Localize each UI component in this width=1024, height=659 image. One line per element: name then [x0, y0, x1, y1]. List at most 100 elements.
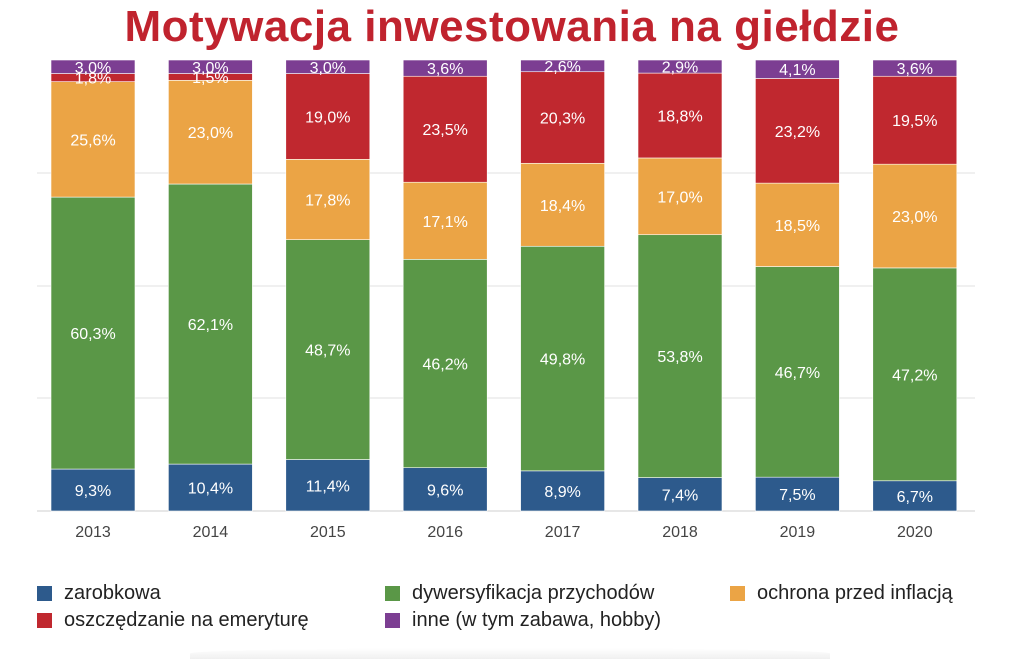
data-label-zarobkowa-2018: 7,4%: [662, 487, 698, 504]
data-label-zarobkowa-2017: 8,9%: [544, 484, 580, 501]
data-label-zarobkowa-2020: 6,7%: [897, 489, 933, 506]
legend-label-inne: inne (w tym zabawa, hobby): [412, 609, 662, 631]
chart-title: Motywacja inwestowania na giełdzie: [124, 2, 900, 51]
bar-dywersyfikacja-2014: [168, 183, 253, 465]
bar-dywersyfikacja-2013: [50, 196, 136, 470]
x-tick-label-2016: 2016: [427, 524, 463, 541]
data-label-dywersyfikacja-2019: 46,7%: [775, 365, 820, 382]
x-tick-label-2019: 2019: [780, 524, 816, 541]
x-axis-ticks: 2013 2014 2015 2016 2017 2018 2019 2020: [75, 524, 932, 541]
data-label-dywersyfikacja-2018: 53,8%: [657, 349, 702, 366]
bar-inne-2017: [520, 59, 605, 73]
data-label-ochrona-2016: 17,1%: [423, 214, 468, 231]
data-label-ochrona-2013: 25,6%: [70, 132, 115, 149]
data-label-emerytura-2019: 23,2%: [775, 124, 820, 141]
bar-emerytura-2015: [285, 73, 371, 160]
decorative-shadow: [190, 648, 830, 659]
data-label-emerytura-2013: 1,8%: [75, 71, 111, 88]
data-label-emerytura-2014: 1,5%: [192, 70, 228, 87]
legend-swatch-ochrona: [730, 586, 745, 601]
bar-ochrona-2019: [755, 182, 840, 267]
bar-emerytura-2017: [520, 71, 605, 164]
bar-zarobkowa-2013: [50, 468, 136, 512]
data-label-ochrona-2019: 18,5%: [775, 218, 820, 235]
bar-zarobkowa-2018: [637, 477, 723, 512]
bar-dywersyfikacja-2017: [520, 245, 605, 472]
data-label-zarobkowa-2019: 7,5%: [779, 487, 815, 504]
data-label-ochrona-2018: 17,0%: [657, 189, 702, 206]
x-tick-label-2014: 2014: [193, 524, 229, 541]
data-label-inne-2018: 2,9%: [662, 60, 698, 77]
data-label-zarobkowa-2013: 9,3%: [75, 483, 111, 500]
legend-swatch-dywersyfikacja: [385, 586, 400, 601]
bar-inne-2014: [168, 59, 253, 74]
data-label-emerytura-2018: 18,8%: [657, 109, 702, 126]
x-tick-label-2015: 2015: [310, 524, 346, 541]
bar-ochrona-2017: [520, 162, 605, 247]
bar-zarobkowa-2014: [168, 463, 253, 512]
bar-ochrona-2018: [637, 157, 723, 236]
bar-inne-2013: [50, 59, 136, 74]
bar-dywersyfikacja-2019: [755, 266, 840, 478]
data-label-emerytura-2017: 20,3%: [540, 111, 585, 128]
data-label-inne-2014: 3,0%: [192, 60, 228, 77]
data-label-inne-2016: 3,6%: [427, 61, 463, 78]
bar-zarobkowa-2015: [285, 459, 371, 512]
bar-inne-2020: [872, 59, 958, 77]
bar-ochrona-2020: [872, 163, 958, 269]
bar-zarobkowa-2019: [755, 476, 840, 512]
data-label-zarobkowa-2016: 9,6%: [427, 482, 463, 499]
data-label-ochrona-2014: 23,0%: [188, 125, 233, 142]
legend-item-emerytura: oszczędzanie na emeryturę: [37, 609, 309, 632]
legend-label-ochrona: ochrona przed inflacją: [757, 582, 953, 604]
bar-zarobkowa-2020: [872, 480, 958, 512]
data-label-emerytura-2016: 23,5%: [423, 122, 468, 139]
bar-dywersyfikacja-2018: [637, 234, 723, 478]
data-label-ochrona-2020: 23,0%: [892, 209, 937, 226]
bar-zarobkowa-2016: [402, 467, 488, 512]
bar-zarobkowa-2017: [520, 470, 605, 512]
data-label-dywersyfikacja-2020: 47,2%: [892, 367, 937, 384]
data-label-dywersyfikacja-2013: 60,3%: [70, 326, 115, 343]
legend-item-zarobkowa: zarobkowa: [37, 582, 161, 605]
bar-emerytura-2016: [402, 75, 488, 183]
bar-emerytura-2020: [872, 75, 958, 165]
legend-label-emerytura: oszczędzanie na emeryturę: [64, 609, 309, 631]
bar-ochrona-2015: [285, 159, 371, 240]
data-label-dywersyfikacja-2017: 49,8%: [540, 352, 585, 369]
data-labels: 9,3%60,3%25,6%1,8%3,0%10,4%62,1%23,0%1,5…: [70, 59, 937, 506]
data-label-dywersyfikacja-2015: 48,7%: [305, 343, 350, 360]
data-label-dywersyfikacja-2014: 62,1%: [188, 317, 233, 334]
data-label-dywersyfikacja-2016: 46,2%: [423, 357, 468, 374]
bar-inne-2015: [285, 59, 371, 74]
legend-item-inne: inne (w tym zabawa, hobby): [385, 609, 661, 632]
legend-label-dywersyfikacja: dywersyfikacja przychodów: [412, 582, 655, 604]
legend-item-ochrona: ochrona przed inflacją: [730, 582, 953, 605]
data-label-inne-2017: 2,6%: [544, 59, 580, 76]
data-label-zarobkowa-2015: 11,4%: [306, 478, 350, 495]
x-tick-label-2018: 2018: [662, 524, 698, 541]
data-label-emerytura-2015: 19,0%: [305, 109, 350, 126]
bar-emerytura-2018: [637, 72, 723, 159]
data-label-inne-2013: 3,0%: [75, 60, 111, 77]
bar-ochrona-2014: [168, 79, 253, 185]
legend-swatch-emerytura: [37, 613, 52, 628]
legend-swatch-zarobkowa: [37, 586, 52, 601]
data-label-ochrona-2017: 18,4%: [540, 198, 585, 215]
data-label-zarobkowa-2014: 10,4%: [188, 481, 233, 498]
bar-dywersyfikacja-2020: [872, 267, 958, 482]
bars: [50, 59, 958, 512]
data-label-inne-2019: 4,1%: [779, 62, 815, 79]
bar-inne-2016: [402, 59, 488, 77]
bar-dywersyfikacja-2016: [402, 259, 488, 469]
data-label-inne-2020: 3,6%: [897, 61, 933, 78]
data-label-emerytura-2020: 19,5%: [892, 113, 937, 130]
data-label-ochrona-2015: 17,8%: [305, 192, 350, 209]
bar-ochrona-2013: [50, 81, 136, 198]
bar-ochrona-2016: [402, 181, 488, 260]
bar-inne-2018: [637, 59, 723, 74]
legend-swatch-inne: [385, 613, 400, 628]
legend-item-dywersyfikacja: dywersyfikacja przychodów: [385, 582, 654, 605]
